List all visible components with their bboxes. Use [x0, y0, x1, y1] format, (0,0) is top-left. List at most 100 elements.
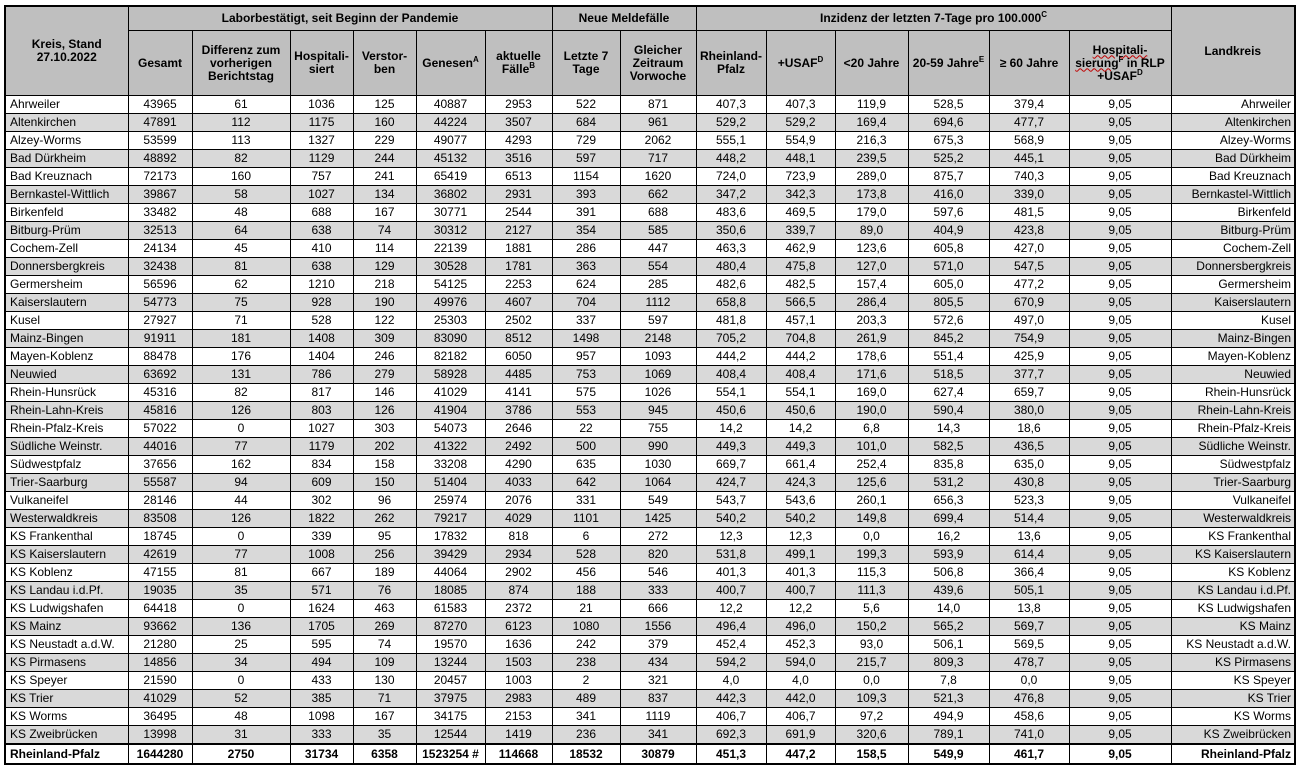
cell-inzidenz-under-20: 111,3 — [834, 581, 909, 600]
cell-hospitalisiert: 1175 — [289, 113, 354, 132]
cell-inzidenz-under-20: 260,1 — [834, 491, 909, 510]
cell-inzidenz-under-20: 179,0 — [834, 203, 909, 222]
cell-inzidenz-usaf: 554,9 — [765, 131, 836, 150]
cell-hospitalisiert: 803 — [289, 401, 354, 420]
cell-inzidenz-rlp: 408,4 — [695, 365, 767, 384]
genesen-label: Genesen — [422, 55, 473, 70]
cell-verstorben: 95 — [352, 527, 417, 546]
cell-letzte-7-tage: 729 — [551, 131, 621, 150]
cell-inzidenz-usaf: 448,1 — [765, 149, 836, 168]
cell-inzidenz-rlp: 448,2 — [695, 149, 767, 168]
cell-inzidenz-over-60: 379,4 — [988, 95, 1070, 114]
cell-genesen: 83090 — [415, 329, 486, 348]
cell-letzte-7-tage: 393 — [551, 185, 621, 204]
cell-inzidenz-over-60: 377,7 — [988, 365, 1070, 384]
cell-inzidenz-20-59: 521,3 — [907, 689, 990, 708]
cell-letzte-7-tage: 635 — [551, 455, 621, 474]
cell-landkreis: Altenkirchen — [1170, 113, 1296, 132]
cell-gesamt: 45316 — [127, 383, 193, 402]
cell-hospitalisiert: 1327 — [289, 131, 354, 150]
cell-inzidenz-usaf: 447,2 — [765, 743, 836, 765]
cell-aktuelle-faelle: 1419 — [484, 725, 553, 745]
cell-vorwoche: 447 — [619, 239, 697, 258]
cell-inzidenz-rlp: 554,1 — [695, 383, 767, 402]
cell-hospitalisierung: 9,05 — [1068, 401, 1172, 420]
table-row: Bad Kreuznach 72173 160 757 241 65419 6513 1154… — [4, 167, 1296, 186]
cell-vorwoche: 597 — [619, 311, 697, 330]
table-row: KS Frankenthal 18745 0 339 95 17832 818 6 272 12,… — [4, 527, 1296, 546]
cell-landkreis: KS Neustadt a.d.W. — [1170, 635, 1296, 654]
cell-hospitalisiert: 928 — [289, 293, 354, 312]
cell-inzidenz-rlp: 669,7 — [695, 455, 767, 474]
hosp-label-c: in RLP — [1123, 55, 1165, 70]
cell-hospitalisierung: 9,05 — [1068, 239, 1172, 258]
cell-gesamt: 19035 — [127, 581, 193, 600]
cell-aktuelle-faelle: 1003 — [484, 671, 553, 690]
cell-letzte-7-tage: 391 — [551, 203, 621, 222]
table-row: KS Neustadt a.d.W. 21280 25 595 74 19570 1636 2… — [4, 635, 1296, 654]
footnote-e: E — [978, 54, 985, 64]
cell-kreis: Ahrweiler — [4, 95, 129, 114]
cell-inzidenz-20-59: 593,9 — [907, 545, 990, 564]
cell-verstorben: 6358 — [352, 743, 417, 765]
cell-inzidenz-rlp: 449,3 — [695, 437, 767, 456]
table-row: KS Mainz 93662 136 1705 269 87270 6123 1080 1556… — [4, 617, 1296, 636]
cell-landkreis: Mainz-Bingen — [1170, 329, 1296, 348]
cell-landkreis: KS Zweibrücken — [1170, 725, 1296, 745]
cell-gesamt: 21590 — [127, 671, 193, 690]
cell-hospitalisiert: 571 — [289, 581, 354, 600]
cell-inzidenz-over-60: 740,3 — [988, 167, 1070, 186]
col-over-60: ≥ 60 Jahre — [988, 30, 1070, 96]
col-verstorben: Verstor-ben — [352, 30, 417, 96]
cell-verstorben: 190 — [352, 293, 417, 312]
cell-inzidenz-20-59: 439,6 — [907, 581, 990, 600]
cell-inzidenz-under-20: 216,3 — [834, 131, 909, 150]
cell-genesen: 39429 — [415, 545, 486, 564]
cell-verstorben: 134 — [352, 185, 417, 204]
cell-aktuelle-faelle: 3507 — [484, 113, 553, 132]
aktuelle-label: aktuelle Fälle — [496, 49, 541, 76]
cell-aktuelle-faelle: 2492 — [484, 437, 553, 456]
cell-verstorben: 114 — [352, 239, 417, 258]
cell-gesamt: 43965 — [127, 95, 193, 114]
cell-genesen: 18085 — [415, 581, 486, 600]
cell-genesen: 65419 — [415, 167, 486, 186]
cell-differenz: 34 — [191, 653, 291, 672]
cell-genesen: 40887 — [415, 95, 486, 114]
footnote-b: B — [529, 61, 536, 70]
cell-inzidenz-over-60: 741,0 — [988, 725, 1070, 745]
cell-landkreis: Vulkaneifel — [1170, 491, 1296, 510]
cell-inzidenz-20-59: 675,3 — [907, 131, 990, 150]
cell-kreis: Bitburg-Prüm — [4, 221, 129, 240]
cell-landkreis: Kaiserslautern — [1170, 293, 1296, 312]
cell-differenz: 61 — [191, 95, 291, 114]
cell-hospitalisiert: 817 — [289, 383, 354, 402]
kreis-label: Kreis, Stand — [31, 37, 102, 51]
cell-differenz: 82 — [191, 383, 291, 402]
cell-inzidenz-over-60: 477,2 — [988, 275, 1070, 294]
cell-gesamt: 13998 — [127, 725, 193, 745]
cell-inzidenz-rlp: 406,7 — [695, 707, 767, 726]
cell-inzidenz-rlp: 531,8 — [695, 545, 767, 564]
cell-inzidenz-rlp: 424,7 — [695, 473, 767, 492]
cell-verstorben: 150 — [352, 473, 417, 492]
cell-inzidenz-rlp: 692,3 — [695, 725, 767, 745]
cell-hospitalisierung: 9,05 — [1068, 221, 1172, 240]
group-labor: Laborbestätigt, seit Beginn der Pandemie — [127, 5, 553, 31]
col-vorwoche: Gleicher Zeitraum Vorwoche — [619, 30, 697, 96]
cell-hospitalisierung: 9,05 — [1068, 581, 1172, 600]
cell-gesamt: 14856 — [127, 653, 193, 672]
cell-vorwoche: 1030 — [619, 455, 697, 474]
table-row: Neuwied 63692 131 786 279 58928 4485 753 1069 408… — [4, 365, 1296, 384]
cell-vorwoche: 285 — [619, 275, 697, 294]
cell-gesamt: 18745 — [127, 527, 193, 546]
cell-hospitalisiert: 31734 — [289, 743, 354, 765]
col-rheinland-pfalz: Rheinland-Pfalz — [695, 30, 767, 96]
cell-inzidenz-under-20: 215,7 — [834, 653, 909, 672]
cell-inzidenz-20-59: 549,9 — [907, 743, 990, 765]
cell-inzidenz-usaf: 566,5 — [765, 293, 836, 312]
cell-inzidenz-under-20: 199,3 — [834, 545, 909, 564]
table-row: Südliche Weinstr. 44016 77 1179 202 41322 2492… — [4, 437, 1296, 456]
cell-landkreis: Birkenfeld — [1170, 203, 1296, 222]
cell-differenz: 181 — [191, 329, 291, 348]
